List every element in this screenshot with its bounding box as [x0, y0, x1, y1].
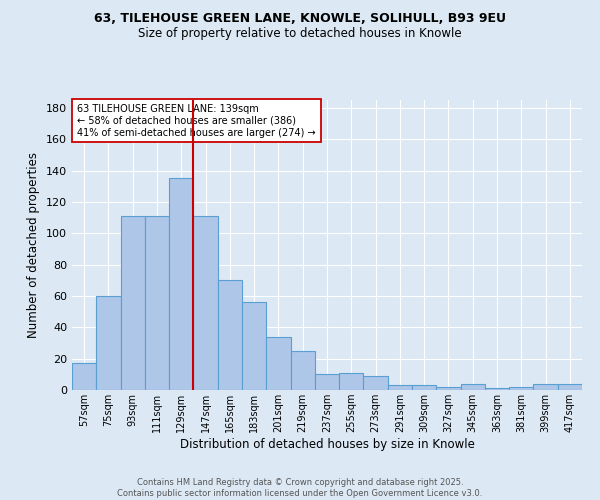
Bar — [364, 376, 388, 390]
Bar — [558, 384, 582, 390]
Bar — [169, 178, 193, 390]
Bar — [266, 336, 290, 390]
Bar — [242, 302, 266, 390]
Bar — [315, 374, 339, 390]
Text: Contains HM Land Registry data © Crown copyright and database right 2025.
Contai: Contains HM Land Registry data © Crown c… — [118, 478, 482, 498]
Bar — [193, 216, 218, 390]
Text: 63 TILEHOUSE GREEN LANE: 139sqm
← 58% of detached houses are smaller (386)
41% o: 63 TILEHOUSE GREEN LANE: 139sqm ← 58% of… — [77, 104, 316, 138]
Bar — [388, 386, 412, 390]
Bar — [509, 387, 533, 390]
Bar — [461, 384, 485, 390]
Bar — [485, 388, 509, 390]
Bar — [218, 280, 242, 390]
Bar — [121, 216, 145, 390]
Bar — [412, 386, 436, 390]
Bar — [96, 296, 121, 390]
Bar — [290, 351, 315, 390]
Text: Size of property relative to detached houses in Knowle: Size of property relative to detached ho… — [138, 28, 462, 40]
Bar — [533, 384, 558, 390]
Bar — [145, 216, 169, 390]
Bar — [436, 387, 461, 390]
X-axis label: Distribution of detached houses by size in Knowle: Distribution of detached houses by size … — [179, 438, 475, 451]
Text: 63, TILEHOUSE GREEN LANE, KNOWLE, SOLIHULL, B93 9EU: 63, TILEHOUSE GREEN LANE, KNOWLE, SOLIHU… — [94, 12, 506, 26]
Bar — [72, 364, 96, 390]
Y-axis label: Number of detached properties: Number of detached properties — [28, 152, 40, 338]
Bar — [339, 373, 364, 390]
